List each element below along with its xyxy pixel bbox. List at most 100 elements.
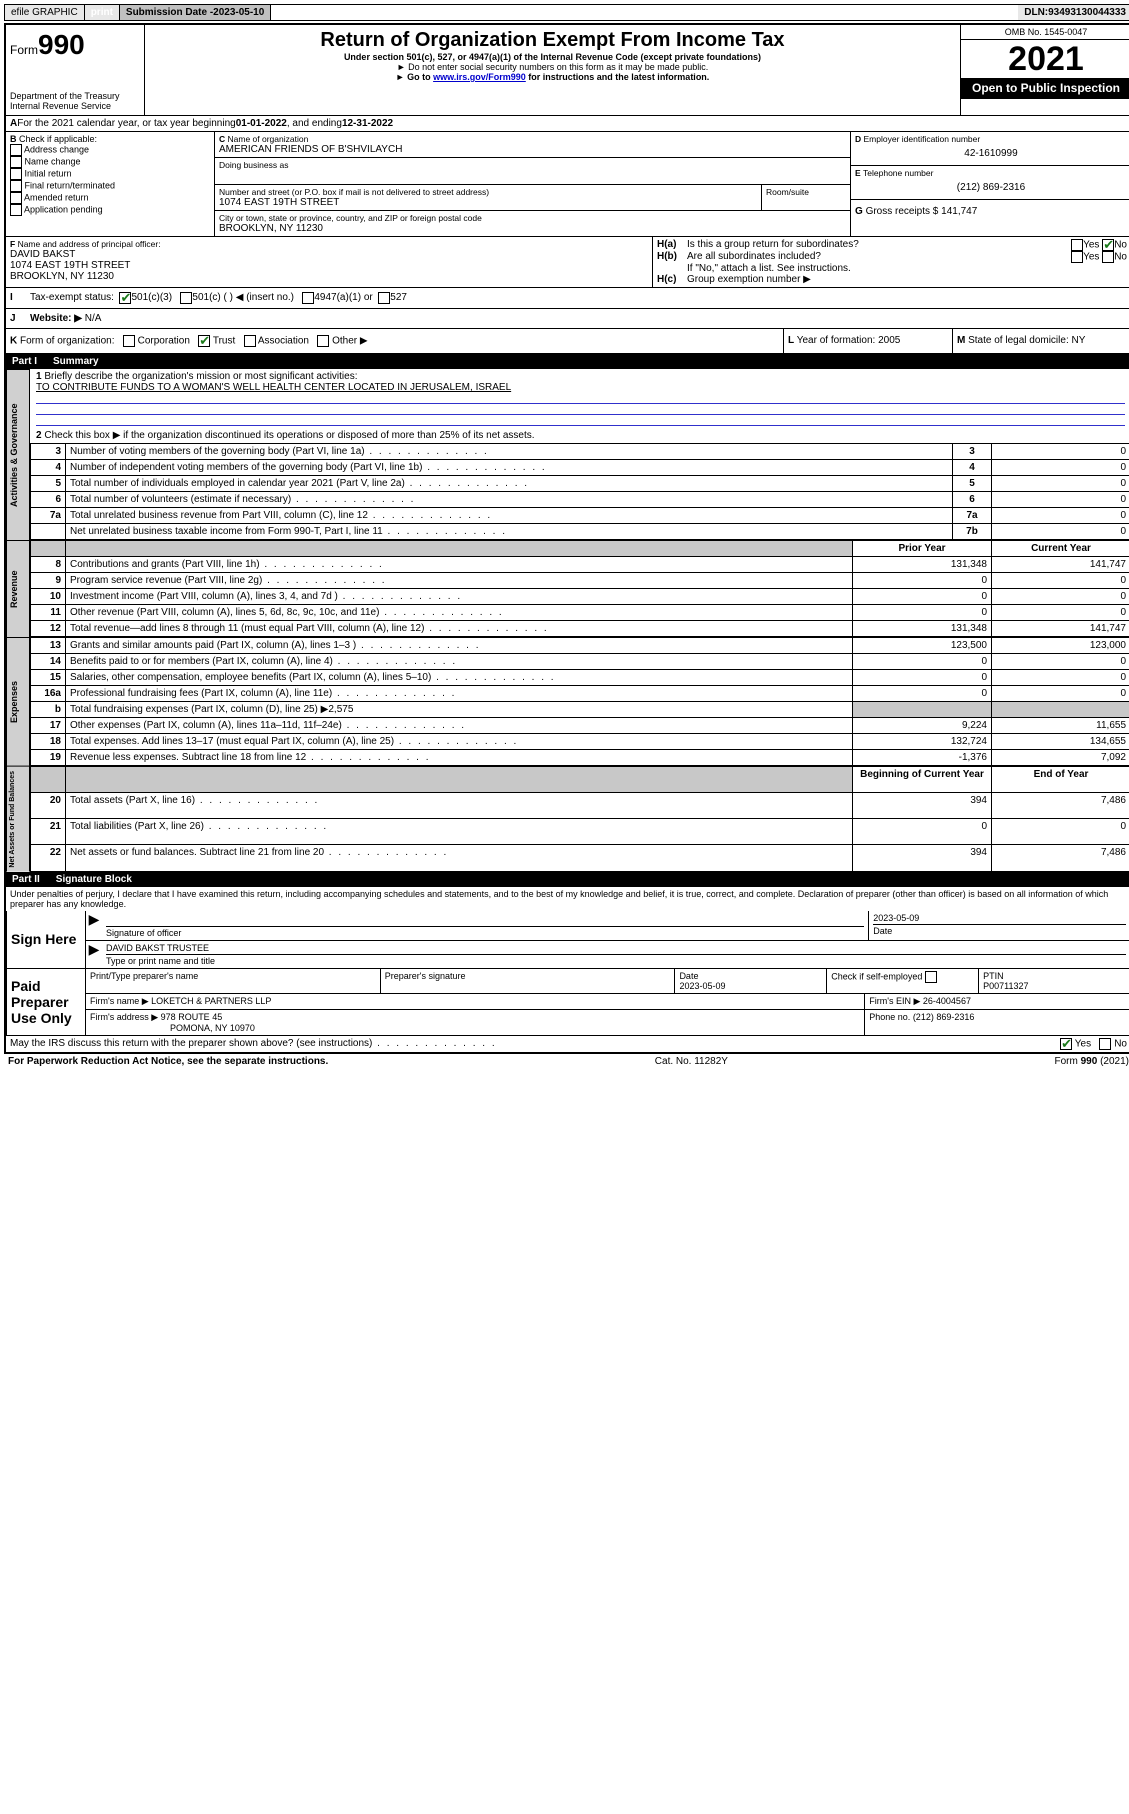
subtitle-2: Do not enter social security numbers on … [149, 62, 956, 72]
form-title-block: Return of Organization Exempt From Incom… [145, 25, 960, 115]
vtab-governance: Activities & Governance [6, 369, 30, 540]
firm-addr1: 978 ROUTE 45 [161, 1012, 223, 1022]
form-id-block: Form990 Department of the Treasury Inter… [6, 25, 145, 115]
form-title: Return of Organization Exempt From Incom… [149, 29, 956, 52]
tax-year: 2021 [961, 40, 1129, 78]
open-to-public: Open to Public Inspection [961, 78, 1129, 99]
cat-no: Cat. No. 11282Y [655, 1056, 728, 1067]
sig-date: 2023-05-09 [873, 913, 1126, 923]
org-name: AMERICAN FRIENDS OF B'SHVILAYCH [219, 144, 846, 155]
hb-no[interactable] [1102, 251, 1114, 263]
dept-label: Department of the Treasury [10, 91, 140, 101]
addr-label: Number and street (or P.O. box if mail i… [219, 187, 757, 197]
check-other[interactable] [317, 335, 329, 347]
hb-yes[interactable] [1071, 251, 1083, 263]
ptin: P00711327 [983, 981, 1028, 991]
org-street: 1074 EAST 19TH STREET [219, 197, 757, 208]
check-corp[interactable] [123, 335, 135, 347]
irs-label: Internal Revenue Service [10, 101, 140, 111]
sign-here-label: Sign Here [7, 911, 86, 968]
form-body: Form990 Department of the Treasury Inter… [4, 23, 1129, 1054]
check-527[interactable] [378, 292, 390, 304]
part1-header: Part I Summary [6, 354, 1129, 369]
part2-header: Part II Signature Block [6, 872, 1129, 887]
firm-phone: (212) 869-2316 [913, 1012, 975, 1022]
firm-name: LOKETCH & PARTNERS LLP [151, 996, 271, 1006]
instructions-link[interactable]: www.irs.gov/Form990 [433, 72, 526, 82]
omb-number: OMB No. 1545-0047 [961, 25, 1129, 40]
hc-label: Group exemption number ▶ [687, 274, 811, 285]
check-app-pending[interactable] [10, 204, 22, 216]
dba-label: Doing business as [219, 160, 846, 170]
check-address-change[interactable] [10, 144, 22, 156]
print-button[interactable]: print [85, 5, 120, 20]
ha-yes[interactable] [1071, 239, 1083, 251]
l1-label: Briefly describe the organization's miss… [44, 371, 357, 382]
sig-name-title: DAVID BAKST TRUSTEE [106, 943, 1126, 953]
period-a-label: A [10, 118, 17, 129]
officer-addr1: 1074 EAST 19TH STREET [10, 260, 648, 271]
paid-preparer-block: Paid Preparer Use Only Print/Type prepar… [6, 969, 1129, 1036]
subtitle-3: Go to www.irs.gov/Form990 for instructio… [149, 72, 956, 82]
check-trust[interactable] [198, 335, 210, 347]
pra-notice: For Paperwork Reduction Act Notice, see … [8, 1056, 328, 1067]
firm-addr2: POMONA, NY 10970 [90, 1023, 255, 1033]
tax-exempt-label: Tax-exempt status: [30, 292, 114, 304]
form-ref: Form 990 (2021) [1055, 1056, 1129, 1067]
governance-table: 3Number of voting members of the governi… [30, 443, 1129, 540]
ein: 42-1610999 [855, 144, 1127, 163]
expenses-table: 13Grants and similar amounts paid (Part … [30, 637, 1129, 766]
firm-ein: 26-4004567 [923, 996, 971, 1006]
check-self-employed[interactable] [925, 971, 937, 983]
ha-no[interactable] [1102, 239, 1114, 251]
check-501c[interactable] [180, 292, 192, 304]
vtab-expenses: Expenses [6, 637, 30, 766]
h-note: If "No," attach a list. See instructions… [657, 263, 1127, 274]
efile-label: efile GRAPHIC [5, 5, 85, 20]
check-assoc[interactable] [244, 335, 256, 347]
submission-date: Submission Date - 2023-05-10 [120, 5, 271, 20]
sig-declaration: Under penalties of perjury, I declare th… [6, 887, 1129, 911]
check-name-change[interactable] [10, 156, 22, 168]
top-toolbar: efile GRAPHIC print Submission Date - 20… [4, 4, 1129, 21]
subtitle-1: Under section 501(c), 527, or 4947(a)(1)… [149, 52, 956, 62]
discuss-label: May the IRS discuss this return with the… [10, 1038, 497, 1050]
balances-table: Beginning of Current YearEnd of Year20To… [30, 766, 1129, 872]
org-city: BROOKLYN, NY 11230 [219, 223, 846, 234]
revenue-table: Prior YearCurrent Year8Contributions and… [30, 540, 1129, 637]
box-b: B Check if applicable: Address change Na… [6, 132, 215, 236]
check-initial-return[interactable] [10, 168, 22, 180]
vtab-revenue: Revenue [6, 540, 30, 637]
form-org-label: Form of organization: [20, 336, 115, 347]
period-end: 12-31-2022 [342, 118, 393, 129]
website-label: Website: ▶ [30, 313, 82, 324]
year-block: OMB No. 1545-0047 2021 Open to Public In… [960, 25, 1129, 115]
check-4947[interactable] [302, 292, 314, 304]
period-begin: 01-01-2022 [236, 118, 287, 129]
check-amended[interactable] [10, 192, 22, 204]
vtab-balances: Net Assets or Fund Balances [6, 766, 30, 872]
dln: DLN: 93493130044333 [1018, 5, 1129, 20]
officer-name: DAVID BAKST [10, 249, 648, 260]
check-final-return[interactable] [10, 180, 22, 192]
city-label: City or town, state or province, country… [219, 213, 846, 223]
sig-officer-label: Signature of officer [106, 928, 181, 938]
paid-preparer-label: Paid Preparer Use Only [7, 969, 86, 1035]
state-domicile: NY [1072, 335, 1086, 346]
year-formation: 2005 [878, 335, 900, 346]
sign-here-block: Sign Here ▶ Signature of officer 2023-05… [6, 911, 1129, 969]
discuss-no[interactable] [1099, 1038, 1111, 1050]
box-h: H(a)Is this a group return for subordina… [653, 237, 1129, 287]
website-val: N/A [85, 313, 102, 324]
telephone: (212) 869-2316 [855, 178, 1127, 197]
box-d-e-g: D Employer identification number 42-1610… [851, 132, 1129, 236]
l2-text: Check this box ▶ if the organization dis… [44, 430, 534, 441]
mission-text: TO CONTRIBUTE FUNDS TO A WOMAN'S WELL HE… [36, 382, 511, 393]
gross-receipts: 141,747 [941, 206, 977, 217]
room-label: Room/suite [761, 185, 850, 210]
preparer-date: 2023-05-09 [679, 981, 725, 991]
box-c: C Name of organization AMERICAN FRIENDS … [215, 132, 851, 236]
check-501c3[interactable] [119, 292, 131, 304]
discuss-yes[interactable] [1060, 1038, 1072, 1050]
box-f: F Name and address of principal officer:… [6, 237, 653, 287]
